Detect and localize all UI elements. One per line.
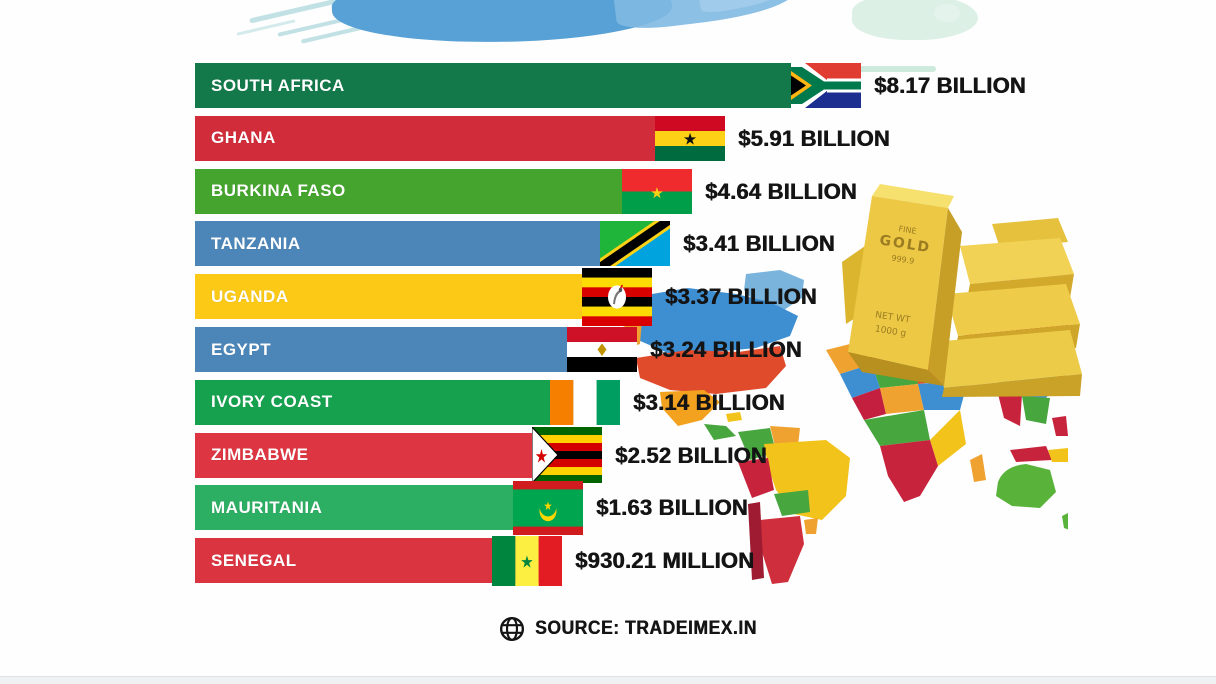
value-label: $2.52 BILLION — [615, 442, 767, 468]
value-label: $3.14 BILLION — [633, 389, 785, 415]
green-watermark-decor — [934, 4, 960, 22]
country-label: UGANDA — [211, 286, 289, 306]
svg-text:★: ★ — [544, 499, 553, 513]
gold-bars-graphic: FINE GOLD 999.9 NET WT 1000 g — [842, 184, 1082, 397]
value-label: $8.17 BILLION — [874, 73, 1026, 98]
svg-text:★: ★ — [683, 129, 697, 148]
tanzania-flag-icon — [600, 221, 670, 267]
country-label: MAURITANIA — [211, 497, 323, 517]
country-label: GHANA — [211, 128, 276, 148]
green-watermark-decor — [858, 66, 936, 72]
zimbabwe-flag-icon: ★ — [532, 427, 602, 484]
globe-icon — [500, 616, 525, 642]
egypt-flag-icon — [567, 327, 637, 372]
bar-row: BURKINA FASO — [195, 168, 692, 214]
uganda-flag-icon — [582, 267, 652, 326]
country-label: SOUTH AFRICA — [211, 75, 345, 95]
value-label: $3.24 BILLION — [650, 337, 802, 362]
country-label: IVORY COAST — [211, 392, 333, 412]
source-text: SOURCE: TRADEIMEX.IN — [535, 618, 758, 639]
country-label: BURKINA FASO — [211, 181, 346, 201]
country-label: ZIMBABWE — [211, 445, 309, 465]
source-row: SOURCE: TRADEIMEX.IN — [30, 616, 1216, 642]
value-label: $5.91 BILLION — [738, 125, 890, 151]
country-label: EGYPT — [211, 339, 272, 359]
gold-weight-value: 1000 g — [874, 324, 907, 339]
country-label: TANZANIA — [211, 233, 301, 253]
bar-row: UGANDA — [195, 274, 652, 320]
bar-row: EGYPT — [195, 327, 637, 372]
value-label: $930.21 MILLION — [575, 548, 755, 574]
bar-row: GHANA — [195, 115, 725, 161]
value-label: $3.37 BILLION — [665, 284, 817, 310]
value-label: $1.63 BILLION — [596, 495, 748, 521]
mauritania-flag-icon: ★ — [513, 480, 583, 535]
svg-text:★: ★ — [650, 184, 663, 202]
svg-text:★: ★ — [520, 552, 533, 572]
value-label: $3.41 BILLION — [683, 231, 835, 257]
bar-row: IVORY COAST — [195, 379, 620, 425]
svg-text:★: ★ — [535, 445, 548, 467]
ghana-flag-icon: ★ — [655, 115, 725, 161]
south-africa-flag-icon — [791, 63, 861, 108]
senegal-flag-icon: ★ — [492, 535, 562, 586]
ivory-coast-flag-icon — [550, 379, 620, 425]
bottom-strip — [0, 676, 1216, 684]
country-label: SENEGAL — [211, 550, 297, 570]
gold-purity-label: FINE — [898, 224, 917, 236]
bar-row: TANZANIA — [195, 221, 670, 267]
bar-row: SOUTH AFRICA — [195, 63, 861, 108]
value-label: $4.64 BILLION — [705, 178, 857, 204]
gold-fineness-label: 999.9 — [891, 253, 915, 265]
burkina-faso-flag-icon: ★ — [622, 168, 692, 214]
